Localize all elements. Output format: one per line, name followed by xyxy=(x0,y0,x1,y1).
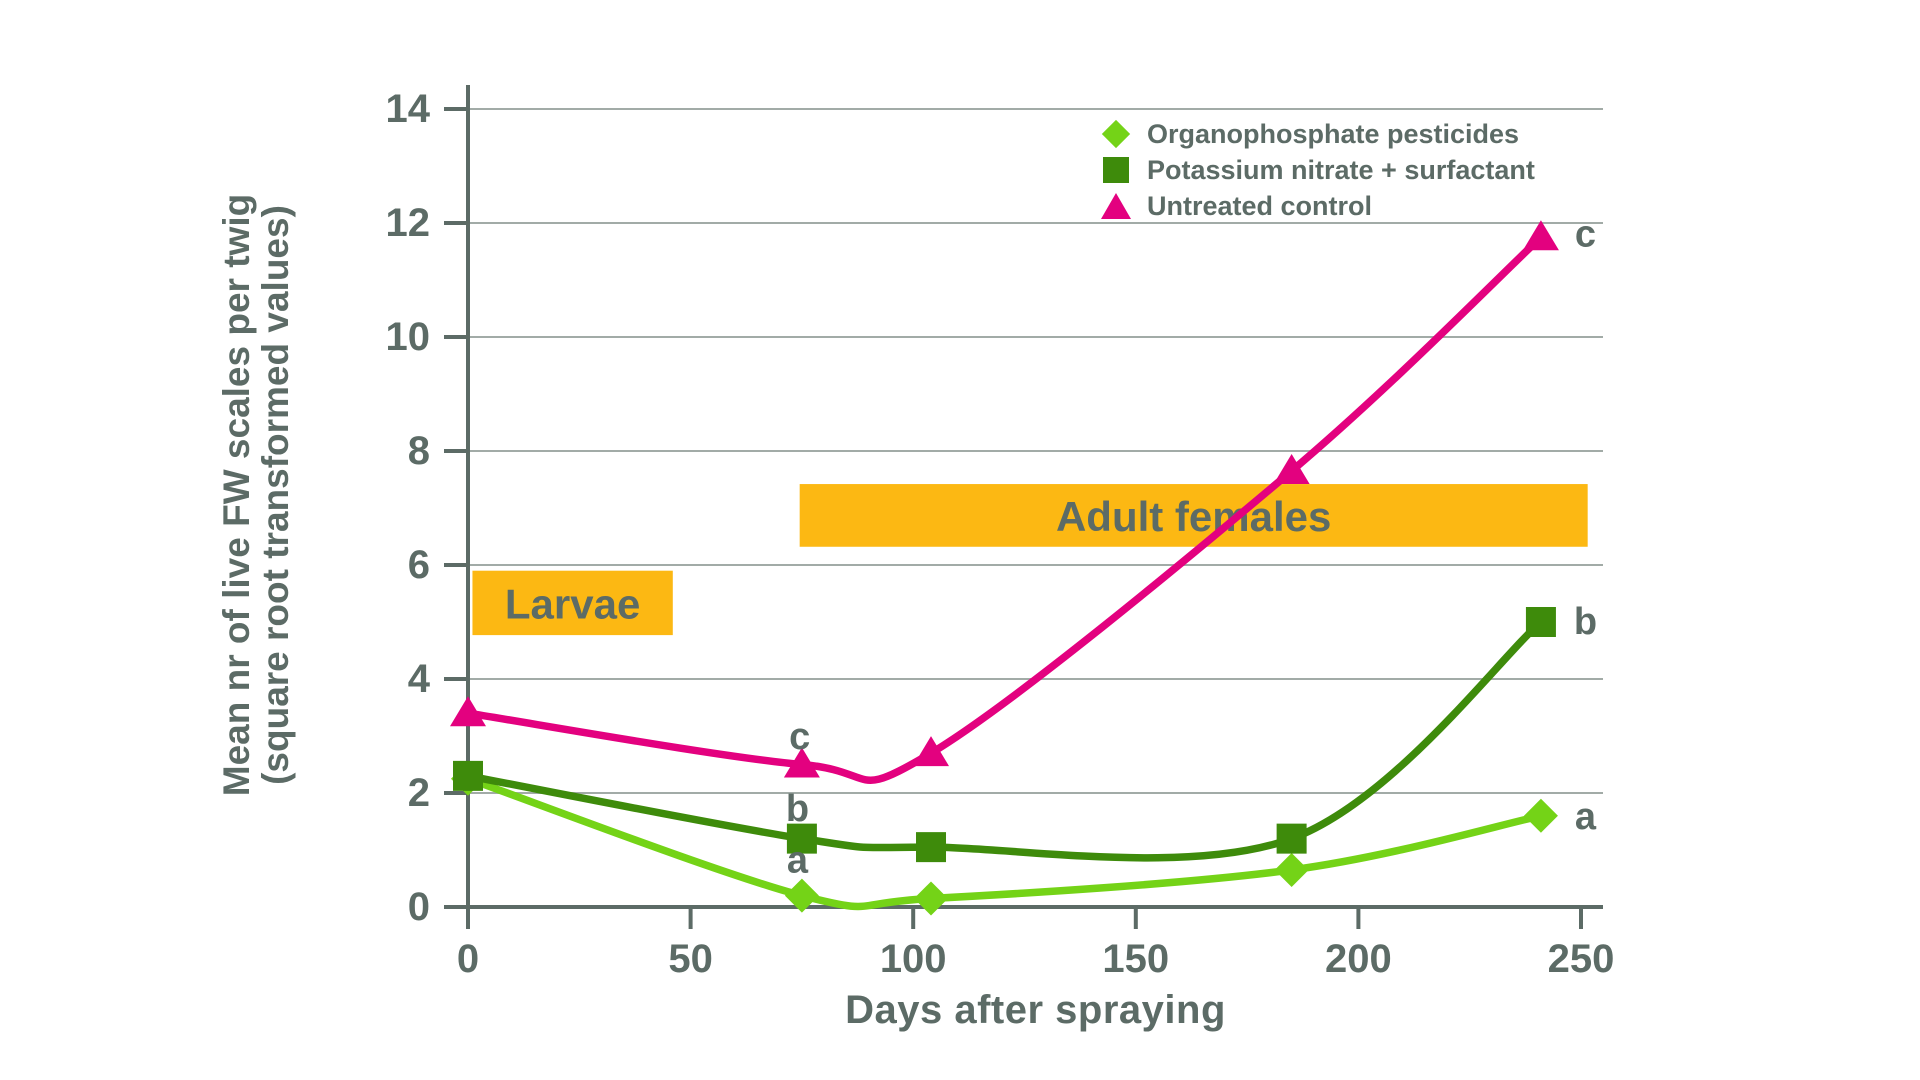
y-tick-label: 0 xyxy=(408,885,430,929)
stage-band-label: Adult females xyxy=(1056,493,1331,540)
triangle-marker xyxy=(783,747,820,778)
diamond-marker xyxy=(1523,798,1558,833)
legend-label: Organophosphate pesticides xyxy=(1147,118,1520,149)
y-tick-label: 2 xyxy=(408,771,430,815)
triangle-marker xyxy=(913,736,950,767)
significance-letter: b xyxy=(1574,601,1597,643)
legend-item-untreated: Untreated control xyxy=(1100,190,1535,222)
legend-item-organophosphate: Organophosphate pesticides xyxy=(1100,118,1535,150)
square-marker xyxy=(1276,823,1307,854)
significance-letter: c xyxy=(1575,213,1596,255)
y-axis-title: Mean nr of live FW scales per twig (squa… xyxy=(216,85,318,905)
diamond-icon xyxy=(1100,118,1132,150)
y-tick-label: 6 xyxy=(408,543,430,587)
significance-letter: a xyxy=(787,839,809,881)
y-axis-title-line2: (square root transformed values) xyxy=(254,205,296,785)
x-tick-label: 50 xyxy=(668,937,713,981)
y-tick-label: 8 xyxy=(408,429,430,473)
diamond-marker xyxy=(914,881,949,916)
stage-band-label: Larvae xyxy=(505,580,640,627)
x-tick-label: 0 xyxy=(457,937,479,981)
triangle-marker xyxy=(1522,220,1559,251)
y-tick-label: 4 xyxy=(408,657,431,701)
legend-label: Potassium nitrate + surfactant xyxy=(1147,154,1535,185)
square-marker xyxy=(786,823,817,854)
series-line xyxy=(464,618,1545,862)
square-marker xyxy=(916,832,947,863)
stage-band xyxy=(472,570,673,636)
diamond-marker xyxy=(784,878,819,913)
y-axis-title-line1: Mean nr of live FW scales per twig xyxy=(216,193,257,797)
significance-letter: c xyxy=(789,716,810,758)
significance-letter: a xyxy=(1575,796,1597,838)
stage-band xyxy=(799,484,1588,547)
x-axis-title: Days after spraying xyxy=(845,988,1226,1032)
triangle-marker xyxy=(450,696,486,727)
y-tick-label: 10 xyxy=(386,315,431,359)
square-marker xyxy=(453,760,483,791)
x-tick-label: 200 xyxy=(1325,937,1392,981)
triangle-marker xyxy=(1273,453,1310,484)
legend-label: Untreated control xyxy=(1147,190,1373,221)
diamond-marker xyxy=(1274,852,1309,887)
square-icon xyxy=(1100,154,1132,186)
square-marker xyxy=(1525,607,1556,637)
series-line xyxy=(464,233,1545,784)
series-line xyxy=(464,775,1545,911)
legend: Organophosphate pesticides Potassium nit… xyxy=(1100,118,1535,222)
x-tick-label: 150 xyxy=(1102,937,1169,981)
triangle-icon xyxy=(1100,190,1132,222)
y-tick-label: 14 xyxy=(386,87,431,131)
y-tick-label: 12 xyxy=(386,201,431,245)
x-tick-label: 100 xyxy=(880,937,947,981)
legend-item-potassium: Potassium nitrate + surfactant xyxy=(1100,154,1535,186)
significance-letter: b xyxy=(786,788,809,830)
x-tick-label: 250 xyxy=(1548,937,1615,981)
